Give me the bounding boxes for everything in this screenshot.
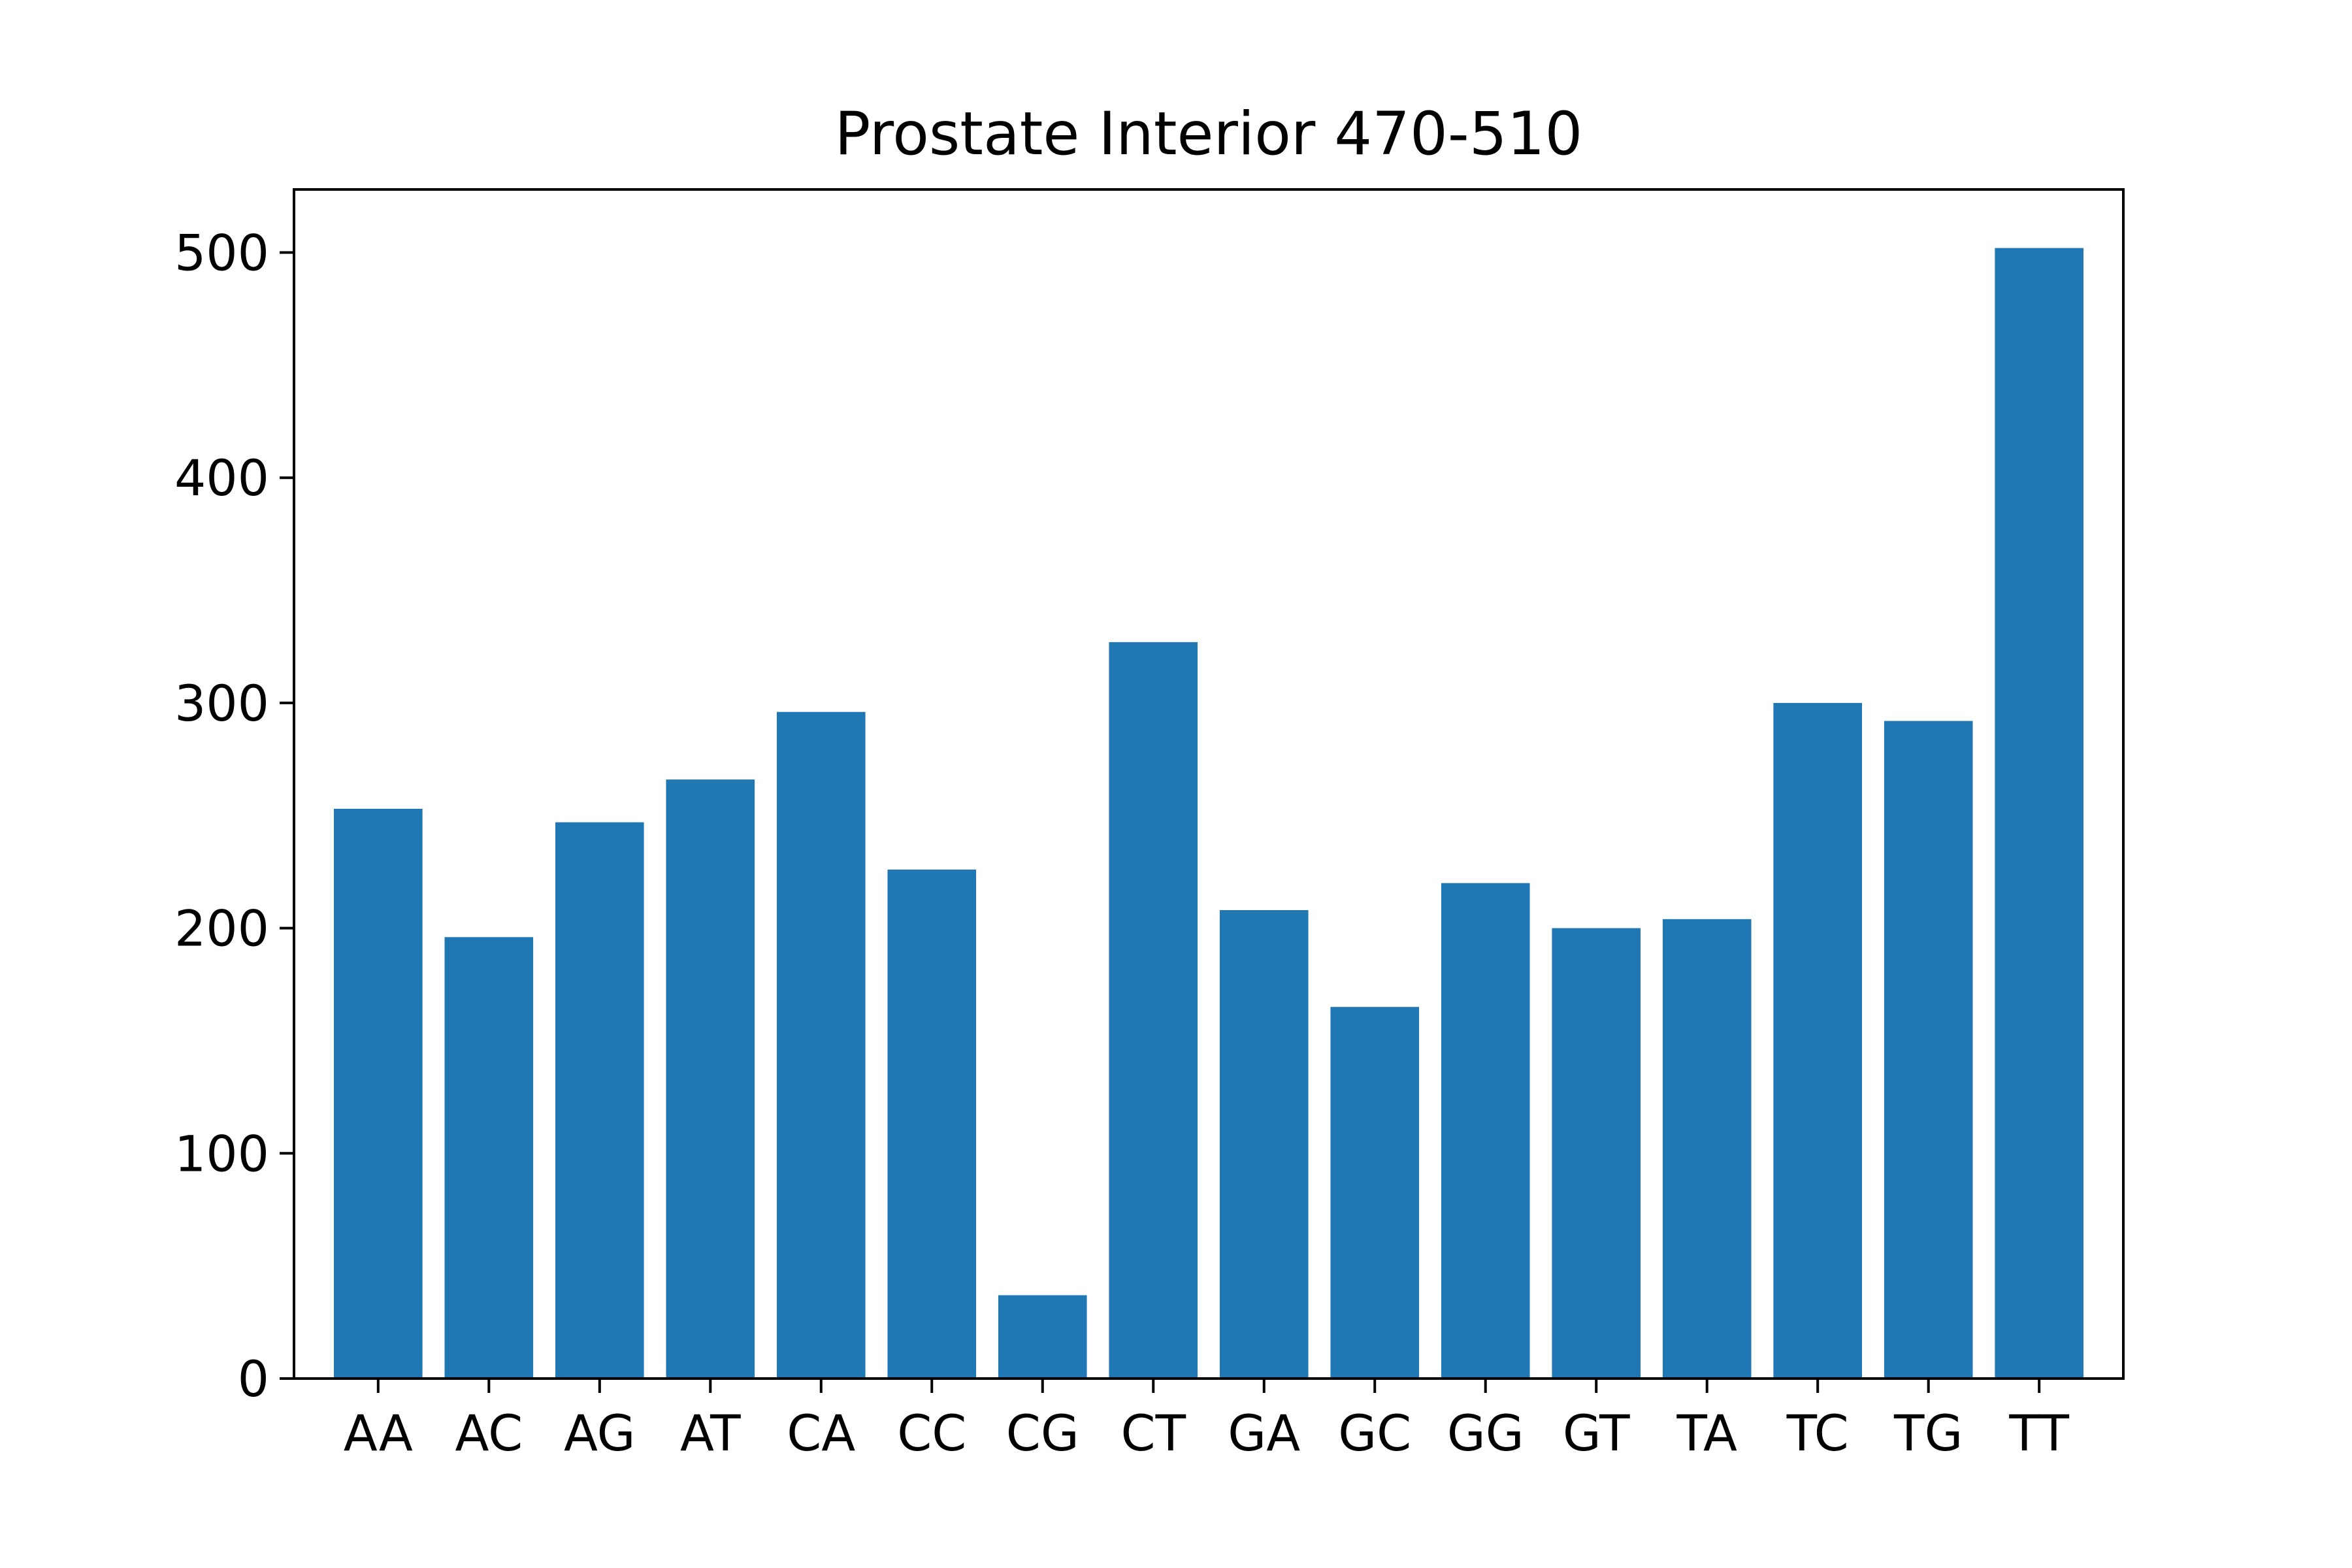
- chart-title: Prostate Interior 470-510: [835, 100, 1583, 169]
- x-tick-label: TA: [1676, 1404, 1737, 1462]
- x-tick-label: CG: [1006, 1404, 1079, 1462]
- bar-gc: [1330, 1007, 1420, 1379]
- y-tick-label: 500: [174, 224, 269, 282]
- x-tick-label: AC: [455, 1404, 523, 1462]
- bar-cg: [998, 1295, 1087, 1379]
- plot-frame: [293, 188, 2125, 1380]
- bar-tg: [1884, 721, 1973, 1379]
- x-tick-label: TG: [1893, 1404, 1963, 1462]
- x-tick-label: CA: [787, 1404, 855, 1462]
- bar-gt: [1552, 928, 1641, 1379]
- bar-at: [666, 779, 755, 1379]
- y-tick-label: 0: [238, 1350, 269, 1408]
- x-tick-label: GA: [1228, 1404, 1300, 1462]
- x-tick-label: GG: [1447, 1404, 1524, 1462]
- x-tick-label: GC: [1338, 1404, 1411, 1462]
- bar-ct: [1109, 642, 1198, 1379]
- y-tick-label: 400: [174, 449, 269, 507]
- bar-ga: [1219, 910, 1309, 1379]
- bar-ta: [1662, 919, 1752, 1379]
- y-axis: 0 100 200 300 400 500: [174, 224, 294, 1408]
- x-tick-label: AG: [564, 1404, 636, 1462]
- bar-gg: [1441, 883, 1530, 1379]
- y-tick-label: 100: [174, 1124, 269, 1183]
- bar-tc: [1773, 702, 1862, 1379]
- bar-cc: [887, 869, 977, 1379]
- x-tick-label: AA: [344, 1404, 413, 1462]
- x-axis: AA AC AG AT CA CC CG CT GA GC GG GT TA TC TG TT: [344, 1379, 2070, 1462]
- bar-tt: [1995, 248, 2083, 1379]
- x-tick-label: TC: [1786, 1404, 1849, 1462]
- y-tick-label: 200: [174, 900, 269, 958]
- x-tick-label: CC: [897, 1404, 966, 1462]
- bar-aa: [334, 808, 423, 1379]
- bars-group: [334, 248, 2083, 1379]
- x-tick-label: GT: [1563, 1404, 1630, 1462]
- bar-ca: [776, 711, 866, 1379]
- bar-ag: [555, 822, 644, 1379]
- x-tick-label: AT: [680, 1404, 741, 1462]
- bar-ac: [444, 937, 534, 1379]
- x-tick-label: TT: [2008, 1404, 2069, 1462]
- x-tick-label: CT: [1121, 1404, 1186, 1462]
- y-tick-label: 300: [174, 674, 269, 732]
